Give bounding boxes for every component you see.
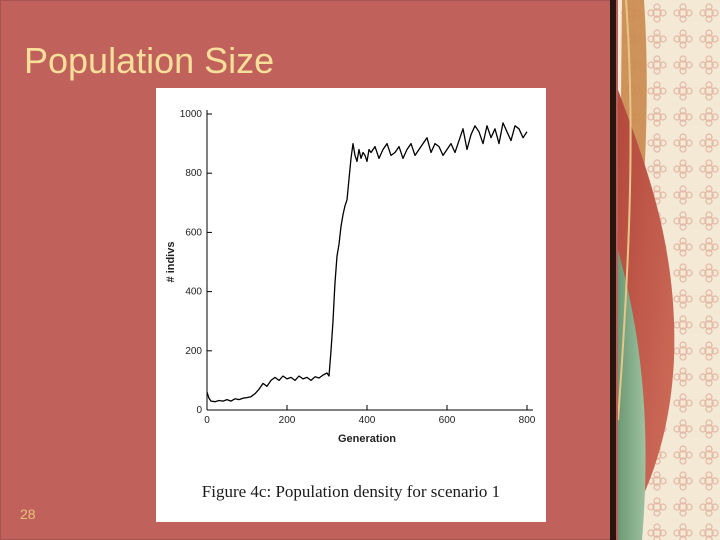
- x-tick-label: 800: [519, 415, 536, 426]
- y-tick-label: 1000: [180, 109, 203, 120]
- x-tick-label: 0: [204, 415, 210, 426]
- page-number: 28: [20, 506, 36, 522]
- series-line-1: [206, 122, 528, 403]
- y-tick-label: 800: [185, 168, 202, 179]
- x-tick-label: 400: [359, 415, 376, 426]
- y-tick-label: 0: [196, 405, 202, 416]
- y-tick-label: 400: [185, 287, 202, 298]
- figure-panel: 0 200 400 600 800 1000 0 200 400 600 800 Generation…: [156, 88, 546, 522]
- x-axis-label: Generation: [338, 433, 396, 445]
- figure-caption: Figure 4c: Population density for scenar…: [201, 482, 501, 501]
- y-tick-label: 200: [185, 346, 202, 357]
- decorative-side-panel: [618, 0, 720, 540]
- y-tick-label: 600: [185, 227, 202, 238]
- x-tick-label: 200: [279, 415, 296, 426]
- y-axis-label: # indivs: [165, 242, 177, 283]
- population-chart: 0 200 400 600 800 1000 0 200 400 600 800 Generation…: [165, 109, 536, 445]
- decorative-ribbon-graphic: [618, 0, 720, 540]
- x-tick-label: 600: [439, 415, 456, 426]
- slide-title: Population Size: [24, 40, 275, 81]
